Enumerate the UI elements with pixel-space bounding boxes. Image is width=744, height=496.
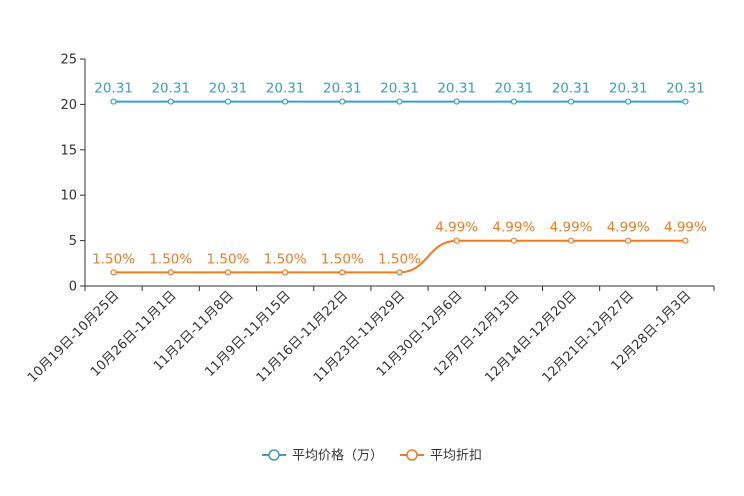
series-avg-discount	[110, 237, 689, 276]
data-point	[396, 269, 403, 276]
legend-label: 平均价格（万）	[292, 448, 383, 464]
data-label: 20.31	[323, 81, 362, 97]
data-point	[110, 269, 117, 276]
y-tick-label: 20	[60, 98, 77, 113]
data-label: 20.31	[437, 81, 476, 97]
data-label: 1.50%	[92, 251, 135, 267]
y-tick-label: 10	[60, 189, 77, 204]
series-line	[113, 239, 686, 274]
y-tick-label: 5	[69, 234, 77, 249]
y-axis: 0 5 10 15 20 25	[60, 53, 86, 295]
data-point	[625, 98, 632, 105]
data-point	[453, 98, 460, 105]
legend-item-avg-price: 平均价格（万）	[262, 448, 383, 464]
data-label: 20.31	[94, 81, 133, 97]
y-tick-label: 15	[60, 143, 77, 158]
data-point	[224, 269, 232, 276]
data-label: 1.50%	[149, 251, 192, 267]
data-label: 20.31	[495, 81, 534, 97]
data-point	[453, 237, 460, 244]
data-label: 20.31	[380, 81, 419, 97]
legend-label: 平均折扣	[430, 449, 482, 464]
data-label: 1.50%	[207, 251, 250, 267]
data-label: 1.50%	[378, 251, 421, 267]
data-point	[282, 98, 289, 105]
data-label: 20.31	[266, 81, 305, 97]
data-point	[396, 98, 403, 105]
data-point	[625, 237, 632, 244]
data-label: 4.99%	[492, 220, 535, 236]
data-point	[224, 98, 232, 105]
data-point	[567, 98, 575, 105]
x-axis: 10月19日-10月25日10月26日-11月1日11月2日-11月8日11月9…	[25, 285, 715, 386]
series-layer	[110, 98, 689, 276]
data-point	[339, 269, 346, 276]
data-label: 4.99%	[550, 220, 593, 236]
data-label: 4.99%	[664, 220, 707, 236]
y-tick-label: 0	[69, 280, 77, 295]
data-point	[339, 98, 346, 105]
data-label: 1.50%	[321, 251, 364, 267]
y-tick-label: 25	[60, 53, 77, 68]
legend: 平均价格（万） 平均折扣	[262, 448, 482, 464]
data-point	[510, 98, 517, 105]
data-point	[167, 269, 174, 276]
data-label: 4.99%	[607, 220, 650, 236]
data-labels-layer: 20.31 20.31 20.31 20.31 20.31 20.31 20.31 20.31…	[92, 81, 707, 268]
legend-item-avg-discount: 平均折扣	[400, 449, 482, 464]
data-point	[167, 98, 174, 105]
data-label: 20.31	[609, 81, 648, 97]
legend-marker-icon	[406, 449, 418, 461]
data-point	[110, 98, 117, 105]
data-label: 20.31	[209, 81, 248, 97]
data-label: 20.31	[666, 81, 705, 97]
data-point	[682, 237, 689, 244]
legend-marker-icon	[268, 449, 280, 461]
data-point	[682, 98, 689, 105]
data-point	[567, 237, 575, 244]
x-category-label: 10月19日-10月25日	[25, 288, 122, 385]
data-label: 4.99%	[435, 220, 478, 236]
data-label: 20.31	[151, 81, 190, 97]
data-label: 1.50%	[264, 251, 307, 267]
series-avg-price	[110, 98, 689, 105]
data-point	[510, 237, 517, 244]
data-point	[282, 269, 289, 276]
data-label: 20.31	[552, 81, 591, 97]
